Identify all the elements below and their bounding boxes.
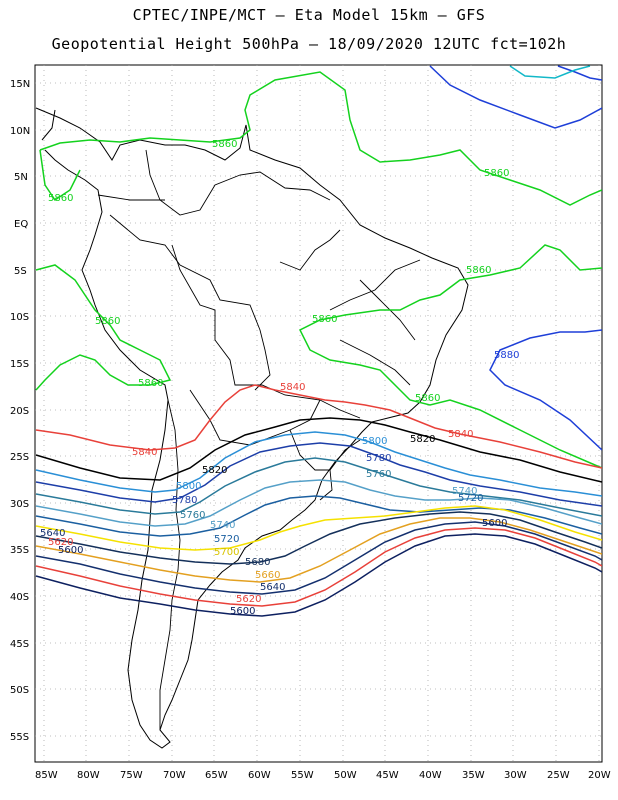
contour-5880-east bbox=[489, 329, 602, 451]
contour-label: 5880 bbox=[494, 350, 519, 361]
contour-5620 bbox=[35, 527, 602, 607]
coastline bbox=[35, 107, 469, 749]
contour-label: 5600 bbox=[230, 606, 255, 617]
contour-label: 5600 bbox=[58, 545, 83, 556]
contour-label: 5740 bbox=[452, 486, 477, 497]
contour-5880-north bbox=[429, 65, 602, 129]
lat-label: 10S bbox=[10, 312, 29, 323]
lon-label: 30W bbox=[504, 770, 527, 781]
contour-5860-mid bbox=[35, 264, 172, 391]
contour-5680 bbox=[35, 511, 602, 565]
lat-label: 30S bbox=[10, 499, 29, 510]
contour-5600 bbox=[35, 533, 602, 617]
lon-label: 85W bbox=[35, 770, 58, 781]
contour-label: 5860 bbox=[312, 314, 337, 325]
lat-label: 15N bbox=[10, 79, 30, 90]
contour-5700 bbox=[35, 505, 602, 551]
longitude-labels: 85W 80W 75W 70W 65W 60W 55W 50W 45W 40W … bbox=[35, 770, 611, 781]
contour-label: 5780 bbox=[172, 495, 197, 506]
lat-label: 35S bbox=[10, 545, 29, 556]
contour-5860-cyan bbox=[509, 65, 591, 79]
contour-label: 5760 bbox=[366, 469, 391, 480]
lat-label: 10N bbox=[10, 126, 30, 137]
lon-label: 65W bbox=[205, 770, 228, 781]
contours bbox=[35, 65, 602, 617]
lon-label: 60W bbox=[248, 770, 271, 781]
contour-label: 5740 bbox=[210, 520, 235, 531]
contour-label: 5800 bbox=[362, 436, 387, 447]
contour-label: 5720 bbox=[458, 493, 483, 504]
lat-label: 5N bbox=[14, 172, 28, 183]
contour-5860-west bbox=[39, 149, 81, 202]
lon-label: 75W bbox=[120, 770, 143, 781]
lat-label: 50S bbox=[10, 685, 29, 696]
contour-label: 5840 bbox=[448, 429, 473, 440]
map-frame bbox=[34, 64, 603, 763]
contour-label: 5620 bbox=[48, 537, 73, 548]
lat-label: 40S bbox=[10, 592, 29, 603]
contour-label: 5860 bbox=[415, 393, 440, 404]
lat-label: 15S bbox=[10, 359, 29, 370]
contour-label: 5860 bbox=[466, 265, 491, 276]
contour-5800 bbox=[35, 431, 602, 497]
contour-label: 5840 bbox=[132, 447, 157, 458]
contour-label: 5660 bbox=[255, 570, 280, 581]
contour-5640 bbox=[35, 521, 602, 595]
lat-label: 25S bbox=[10, 452, 29, 463]
contour-label: 5620 bbox=[236, 594, 261, 605]
contour-label: 5680 bbox=[245, 557, 270, 568]
lat-label: 20S bbox=[10, 406, 29, 417]
contour-label: 5820 bbox=[410, 434, 435, 445]
contour-label: 5600 bbox=[482, 518, 507, 529]
contour-label: 5840 bbox=[280, 382, 305, 393]
lat-label: EQ bbox=[14, 219, 28, 230]
contour-label: 5820 bbox=[202, 465, 227, 476]
lon-label: 80W bbox=[77, 770, 100, 781]
lon-label: 35W bbox=[462, 770, 485, 781]
country-borders bbox=[97, 149, 421, 730]
contour-label: 5700 bbox=[214, 547, 239, 558]
contour-label: 5860 bbox=[212, 139, 237, 150]
contour-label: 5860 bbox=[48, 193, 73, 204]
lon-label: 40W bbox=[419, 770, 442, 781]
contour-label: 5640 bbox=[260, 582, 285, 593]
contour-5780 bbox=[35, 442, 602, 507]
lon-label: 70W bbox=[163, 770, 186, 781]
gridlines bbox=[35, 65, 602, 762]
contour-5740 bbox=[35, 479, 602, 527]
contour-label: 5860 bbox=[484, 168, 509, 179]
lon-label: 25W bbox=[547, 770, 570, 781]
contour-5840 bbox=[35, 384, 602, 469]
lon-label: 50W bbox=[334, 770, 357, 781]
contour-5860-east bbox=[298, 244, 602, 469]
lat-label: 45S bbox=[10, 639, 29, 650]
lon-label: 20W bbox=[588, 770, 611, 781]
contour-5880-north2 bbox=[557, 65, 602, 81]
latitude-labels: 15N 10N 5N EQ 5S 10S 15S 20S 25S 30S 35S… bbox=[10, 79, 30, 743]
contour-labels: 5860 5860 5860 5860 5860 5860 5860 5860 … bbox=[40, 139, 519, 617]
contour-5660 bbox=[35, 517, 602, 583]
contour-label: 5860 bbox=[95, 316, 120, 327]
lat-label: 5S bbox=[14, 266, 27, 277]
contour-label: 5780 bbox=[366, 453, 391, 464]
contour-5820 bbox=[35, 417, 602, 483]
contour-label: 5860 bbox=[138, 378, 163, 389]
contour-label: 5760 bbox=[180, 510, 205, 521]
lon-label: 55W bbox=[291, 770, 314, 781]
contour-5760 bbox=[35, 457, 602, 517]
contour-label: 5800 bbox=[176, 481, 201, 492]
chart-subtitle: Geopotential Height 500hPa – 18/09/2020 … bbox=[51, 35, 567, 53]
chart-title: CPTEC/INPE/MCT – Eta Model 15km – GFS bbox=[132, 6, 486, 24]
lon-label: 45W bbox=[376, 770, 399, 781]
contour-5860-north bbox=[39, 71, 602, 206]
contour-label: 5720 bbox=[214, 534, 239, 545]
lat-label: 55S bbox=[10, 732, 29, 743]
contour-label: 5640 bbox=[40, 528, 65, 539]
